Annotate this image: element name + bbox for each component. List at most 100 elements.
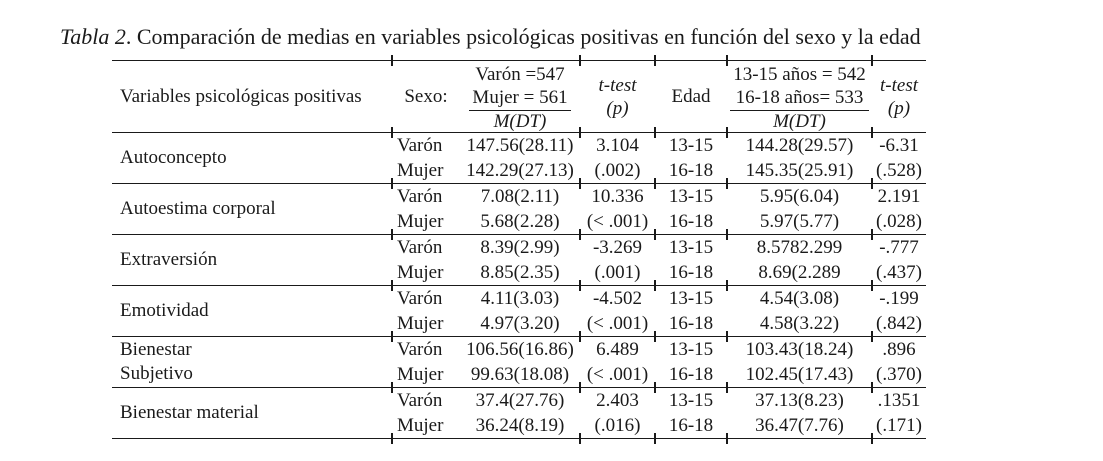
cell-edad: 16-18 [654,362,727,393]
cell-sexo: Varón [397,135,443,156]
edad-group-n-13-15: 13-15 años = 542 [733,64,866,85]
cell-sexo: Mujer [391,362,460,393]
ttest-label: t-test [598,74,637,96]
edad-mdt-label: M(DT) [773,111,826,132]
cell-ttest-sexo: -4.502 [592,288,643,309]
table-caption-label: Tabla 2 [60,24,126,49]
cell-mdt-edad: 145.35(25.91) [726,158,872,189]
cell-ttest-edad: 2.191 [877,186,921,207]
table-caption-text: . Comparación de medias en variables psi… [125,24,921,49]
cell-mdt-edad: 144.28(29.57) [745,135,854,156]
cell-mdt-edad: 8.69(2.289 [726,260,872,291]
variable-name: Bienestar Subjetivo [112,336,392,388]
cell-mdt-edad: 4.58(3.22) [726,311,872,342]
cell-mdt-sexo: 4.11(3.03) [480,288,560,309]
cell-ttest-sexo: -3.269 [592,237,643,258]
cell-edad: 16-18 [654,260,727,291]
cell-ttest-sexo: 2.403 [596,390,639,411]
variable-name: Bienestar material [112,387,392,439]
cell-mdt-edad: 4.54(3.08) [759,288,840,309]
cell-ttest-sexo: (.016) [579,413,655,444]
cell-ttest-edad: .896 [882,339,916,360]
cell-mdt-sexo: 5.68(2.28) [460,209,580,235]
cell-edad: 13-15 [668,390,714,411]
cell-ttest-edad: -.777 [879,237,919,258]
cell-mdt-edad: 8.5782.299 [756,237,843,258]
variable-name: Autoestima corporal [112,183,392,235]
table-row: Extraversión Varón 8.39(2.99) -3.269 13-… [112,234,926,286]
results-table: Variables psicológicas positivas Sexo: V… [112,55,926,444]
edad-group-n-16-18: 16-18 años= 533 [735,87,864,108]
table-row: Autoestima corporal Varón 7.08(2.11) 10.… [112,183,926,235]
cell-edad: 16-18 [654,311,727,342]
edad-groups-stack: 13-15 años = 542 16-18 años= 533 M(DT) [727,61,872,132]
cell-ttest-edad: (.370) [871,362,926,393]
cell-mdt-sexo: 142.29(27.13) [460,158,580,184]
col-header-variables: Variables psicológicas positivas [112,60,392,133]
cell-ttest-edad: -6.31 [879,135,919,156]
table-row: Mujer 4.97(3.20) (< .001) 16-18 4.58(3.2… [112,311,926,342]
ttest2-label: t-test [880,74,918,96]
col-header-edad-groups: 13-15 años = 542 16-18 años= 533 M(DT) [726,55,872,139]
cell-sexo: Varón [397,339,443,360]
sexo-groups-stack: Varón =547 Mujer = 561 M(DT) [460,61,580,132]
cell-mdt-sexo: 7.08(2.11) [480,186,560,207]
cell-ttest-sexo: (< .001) [579,311,655,342]
variable-name: Autoconcepto [112,132,392,184]
table-header: Variables psicológicas positivas Sexo: V… [112,55,926,139]
cell-mdt-sexo: 4.97(3.20) [460,311,580,337]
cell-mdt-edad: 5.97(5.77) [726,209,872,240]
cell-sexo: Varón [397,390,443,411]
sexo-group-n-varon: Varón =547 [475,64,565,85]
cell-ttest-sexo: (< .001) [579,209,655,240]
cell-ttest-edad: (.171) [871,413,926,444]
cell-edad: 13-15 [668,237,714,258]
cell-mdt-sexo: 147.56(28.11) [466,135,574,156]
table-row: Emotividad Varón 4.11(3.03) -4.502 13-15… [112,285,926,337]
col-header-ttest-edad: t-test (p) [871,55,926,139]
cell-edad: 13-15 [668,288,714,309]
cell-mdt-edad: 103.43(18.24) [745,339,854,360]
cell-sexo: Mujer [391,311,460,342]
table-body: Autoconcepto Varón 147.56(28.11) 3.104 1… [112,132,926,444]
cell-ttest-edad: (.028) [871,209,926,240]
table-row: Autoconcepto Varón 147.56(28.11) 3.104 1… [112,132,926,184]
variable-name: Extraversión [112,234,392,286]
cell-ttest-edad: (.528) [871,158,926,189]
cell-ttest-sexo: 10.336 [591,186,644,207]
cell-ttest-edad: .1351 [877,390,921,411]
ttest-p-label: (p) [606,97,629,119]
table-caption: Tabla 2. Comparación de medias en variab… [60,24,1103,50]
table-row: Bienestar Subjetivo Varón 106.56(16.86) … [112,336,926,388]
cell-edad: 16-18 [654,209,727,240]
table-row: Mujer 142.29(27.13) (.002) 16-18 145.35(… [112,158,926,189]
cell-edad: 13-15 [668,135,714,156]
col-header-sexo: Sexo: [391,55,460,139]
table-row: Bienestar material Varón 37.4(27.76) 2.4… [112,387,926,439]
cell-mdt-sexo: 106.56(16.86) [466,339,574,360]
table-row: Mujer 36.24(8.19) (.016) 16-18 36.47(7.7… [112,413,926,444]
cell-sexo: Mujer [391,413,460,444]
cell-mdt-edad: 37.13(8.23) [755,390,844,411]
table-row: Mujer 5.68(2.28) (< .001) 16-18 5.97(5.7… [112,209,926,240]
cell-ttest-sexo: (< .001) [579,362,655,393]
cell-mdt-sexo: 36.24(8.19) [460,413,580,439]
cell-mdt-edad: 5.95(6.04) [759,186,840,207]
cell-sexo: Mujer [391,209,460,240]
cell-ttest-edad: -.199 [879,288,919,309]
cell-mdt-sexo: 37.4(27.76) [475,390,565,411]
cell-mdt-sexo: 8.85(2.35) [460,260,580,286]
cell-edad: 16-18 [654,158,727,189]
cell-ttest-edad: (.437) [871,260,926,291]
ttest2-p-label: (p) [887,97,911,119]
cell-sexo: Varón [397,288,443,309]
sexo-group-counts: Varón =547 Mujer = 561 [469,63,571,111]
col-header-ttest-sexo: t-test (p) [579,55,655,139]
cell-mdt-sexo: 8.39(2.99) [480,237,560,258]
edad-group-counts: 13-15 años = 542 16-18 años= 533 [730,63,869,111]
col-header-edad: Edad [654,55,727,139]
cell-ttest-sexo: 6.489 [596,339,639,360]
cell-edad: 13-15 [668,186,714,207]
cell-sexo: Mujer [391,158,460,189]
cell-mdt-edad: 36.47(7.76) [726,413,872,444]
